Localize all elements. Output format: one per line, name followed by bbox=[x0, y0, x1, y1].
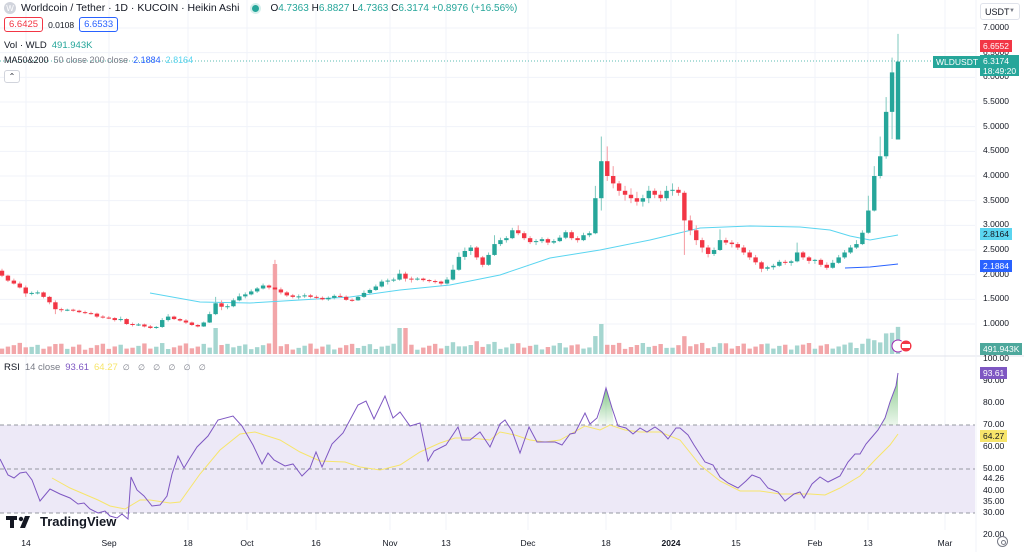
ma200-value: 2.8164 bbox=[165, 55, 194, 65]
rsi-axis-label: 100.00 bbox=[983, 353, 1009, 363]
volume-legend[interactable]: Vol · WLD 491.943K bbox=[4, 40, 92, 51]
sell-button[interactable]: 6.6425 bbox=[4, 17, 44, 32]
rsi-mid-tag: 44.26 bbox=[983, 473, 1005, 483]
worldcoin-icon: W bbox=[4, 2, 16, 14]
rsi-axis-label: 90.00 bbox=[983, 375, 1005, 385]
rsi-legend[interactable]: RSI 14 close 93.61 64.27 ∅ ∅ ∅ ∅ ∅ ∅ bbox=[4, 362, 209, 373]
price-axis-label: 5.0000 bbox=[983, 120, 1009, 131]
volume-value: 491.943K bbox=[51, 40, 93, 51]
time-axis-label: 2024 bbox=[661, 538, 681, 548]
spread-value: 0.0108 bbox=[48, 19, 75, 30]
tradingview-wordmark: TradingView bbox=[40, 514, 117, 529]
time-axis-label: Sep bbox=[101, 538, 117, 548]
time-axis-label: Feb bbox=[807, 538, 823, 548]
time-axis-label: 18 bbox=[183, 538, 193, 548]
time-axis-label: 15 bbox=[731, 538, 741, 548]
rsi-ma-tag: 64.27 bbox=[980, 430, 1008, 442]
ma50-value: 2.1884 bbox=[133, 55, 161, 65]
time-axis-label: Oct bbox=[240, 538, 254, 548]
rsi-label: RSI bbox=[4, 362, 20, 373]
symbol-legend[interactable]: W Worldcoin / Tether · 1D · KUCOIN · Hei… bbox=[4, 2, 517, 14]
rsi-lines bbox=[0, 372, 899, 521]
last-price-tag: 6.3174 18:49:20 bbox=[980, 55, 1020, 76]
price-axis-label: 1.5000 bbox=[983, 293, 1009, 304]
rsi-axis-label: 35.00 bbox=[983, 496, 1005, 506]
candlesticks bbox=[0, 33, 901, 329]
time-axis-label: Dec bbox=[520, 538, 536, 548]
collapse-legend-button[interactable]: ⌃ bbox=[4, 70, 20, 83]
rsi-axis-label: 60.00 bbox=[983, 441, 1005, 451]
ma200-tag: 2.8164 bbox=[980, 228, 1012, 240]
price-axis-label: 5.5000 bbox=[983, 96, 1009, 106]
rsi-na-values: ∅ ∅ ∅ ∅ ∅ ∅ bbox=[122, 363, 209, 372]
price-axis-label: 3.5000 bbox=[983, 194, 1009, 205]
overlays bbox=[891, 339, 913, 353]
chevron-down-icon: ▼ bbox=[1009, 8, 1015, 14]
time-axis-label: 13 bbox=[441, 538, 451, 548]
rsi-axis-label: 20.00 bbox=[983, 529, 1005, 539]
time-axis-label: 16 bbox=[311, 538, 321, 548]
time-axis-label: Nov bbox=[382, 538, 398, 548]
price-axis-label: 2.5000 bbox=[983, 244, 1009, 254]
symbol-title[interactable]: Worldcoin / Tether · 1D · KUCOIN · Heiki… bbox=[21, 2, 240, 14]
rsi-axis-label: 80.00 bbox=[983, 397, 1005, 407]
ma-legend[interactable]: MA50&200 50 close 200 close 2.1884 2.816… bbox=[4, 55, 193, 65]
price-axis-label: 4.0000 bbox=[983, 170, 1009, 180]
time-axis-label: 18 bbox=[601, 538, 611, 548]
rsi-axis-label: 50.00 bbox=[983, 463, 1005, 473]
bar-countdown: 18:49:20 bbox=[983, 66, 1017, 76]
rsi-axis-label: 70.00 bbox=[983, 419, 1005, 429]
high-price-tag: 6.6552 bbox=[980, 40, 1012, 52]
tradingview-logo[interactable]: TradingView bbox=[6, 514, 116, 529]
price-axis-label: 4.5000 bbox=[983, 145, 1009, 156]
rsi-value: 93.61 bbox=[65, 362, 90, 373]
ma-params: 50 close 200 close bbox=[53, 55, 129, 65]
volume-label: Vol · WLD bbox=[4, 40, 47, 51]
rsi-axis-label: 40.00 bbox=[983, 485, 1005, 495]
trade-buttons: 6.6425 0.0108 6.6533 bbox=[4, 17, 119, 32]
ma-label: MA50&200 bbox=[4, 55, 49, 65]
price-axis-label: 1.0000 bbox=[983, 318, 1009, 328]
price-axis-label: 2.0000 bbox=[983, 268, 1009, 279]
tradingview-icon bbox=[6, 515, 30, 528]
price-change: +0.8976 (+16.56%) bbox=[431, 2, 518, 14]
settings-gear-icon[interactable] bbox=[997, 536, 1008, 547]
moving-average-lines bbox=[0, 60, 975, 304]
price-axis-label: 3.0000 bbox=[983, 219, 1009, 230]
rsi-params: 14 close bbox=[24, 362, 61, 373]
time-axis-label: 13 bbox=[863, 538, 873, 548]
time-axis-label: 14 bbox=[21, 538, 31, 548]
volume-bars bbox=[0, 264, 901, 354]
currency-select[interactable]: USDT ▼ bbox=[980, 3, 1020, 20]
symbol-tag: WLDUSDT bbox=[933, 56, 982, 68]
volume-tag: 491.943K bbox=[980, 343, 1023, 355]
rsi-tag: 93.61 bbox=[980, 367, 1008, 379]
price-axis-label: 6.0000 bbox=[983, 71, 1009, 82]
rsi-ma-value: 64.27 bbox=[94, 362, 118, 373]
ohlc-values: O4.7363 H6.8827 L4.7363 C6.3174 +0.8976 … bbox=[270, 2, 518, 14]
buy-button[interactable]: 6.6533 bbox=[79, 17, 119, 32]
rsi-axis-label: 30.00 bbox=[983, 507, 1005, 517]
last-price: 6.3174 bbox=[983, 56, 1009, 66]
time-axis-label: Mar bbox=[937, 538, 953, 548]
ma50-tag: 2.1884 bbox=[980, 260, 1012, 272]
price-axis-label: 7.0000 bbox=[983, 22, 1009, 32]
market-open-icon bbox=[252, 4, 260, 12]
